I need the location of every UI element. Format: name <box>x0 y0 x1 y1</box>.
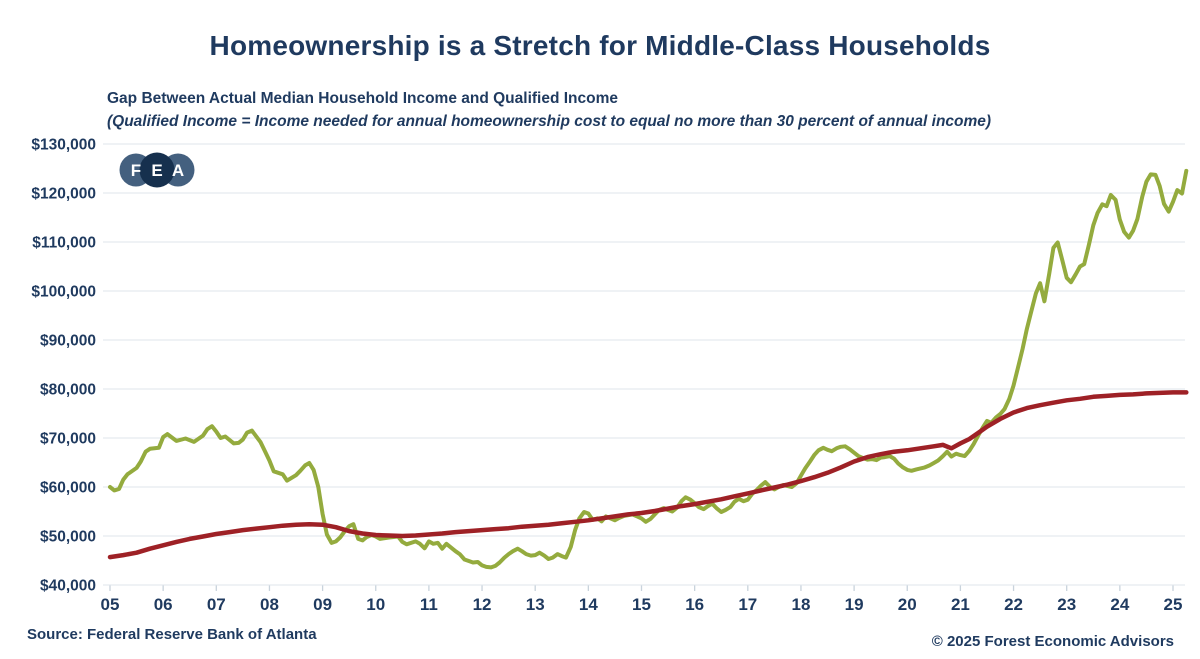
x-tick-label: 19 <box>845 595 864 614</box>
copyright-notice: © 2025 Forest Economic Advisors <box>931 633 1174 650</box>
x-tick-label: 15 <box>632 595 651 614</box>
source-credit: Source: Federal Reserve Bank of Atlanta <box>27 626 317 643</box>
y-tick-label: $90,000 <box>40 333 96 350</box>
y-tick-label: $80,000 <box>40 382 96 399</box>
x-tick-label: 07 <box>207 595 226 614</box>
logo-letter-f: F <box>131 161 141 180</box>
x-tick-label: 22 <box>1004 595 1023 614</box>
subtitle-block: Gap Between Actual Median Household Inco… <box>107 90 991 131</box>
x-tick-label: 16 <box>685 595 704 614</box>
chart-definition-note: (Qualified Income = Income needed for an… <box>107 113 992 130</box>
x-tick-label: 12 <box>473 595 492 614</box>
x-tick-label: 09 <box>313 595 332 614</box>
logo-circle-e <box>139 152 175 188</box>
x-tick-label: 05 <box>101 595 120 614</box>
x-tick-label: 11 <box>420 595 438 614</box>
x-tick-label: 25 <box>1164 595 1183 614</box>
fea-logo: F E A <box>119 152 195 188</box>
x-tick-label: 24 <box>1110 595 1129 614</box>
x-tick-label: 13 <box>526 595 545 614</box>
page-title: Homeownership is a Stretch for Middle-Cl… <box>209 30 991 61</box>
chart-subtitle: Gap Between Actual Median Household Inco… <box>107 90 619 107</box>
y-tick-label: $60,000 <box>40 480 96 497</box>
y-tick-label: $40,000 <box>40 578 96 595</box>
x-tick-label: 20 <box>898 595 917 614</box>
x-tick-label: 06 <box>154 595 173 614</box>
y-tick-label: $50,000 <box>40 529 96 546</box>
x-tick-label: 17 <box>738 595 757 614</box>
y-tick-label: $110,000 <box>32 235 96 252</box>
logo-letter-a: A <box>172 161 184 180</box>
series-line-qualified-income <box>108 168 1189 570</box>
x-tick-label: 18 <box>791 595 810 614</box>
x-tick-label: 14 <box>579 595 598 614</box>
x-tick-label: 10 <box>366 595 385 614</box>
x-tick-label: 23 <box>1057 595 1076 614</box>
y-tick-label: $100,000 <box>31 284 96 301</box>
y-tick-label: $70,000 <box>40 431 96 448</box>
x-tick-label: 08 <box>260 595 279 614</box>
logo-letter-e: E <box>151 161 162 180</box>
x-tick-label: 21 <box>951 595 970 614</box>
series-line-actual-median-household-income <box>107 390 1189 560</box>
y-tick-label: $120,000 <box>31 186 96 203</box>
y-tick-label: $130,000 <box>31 137 96 154</box>
